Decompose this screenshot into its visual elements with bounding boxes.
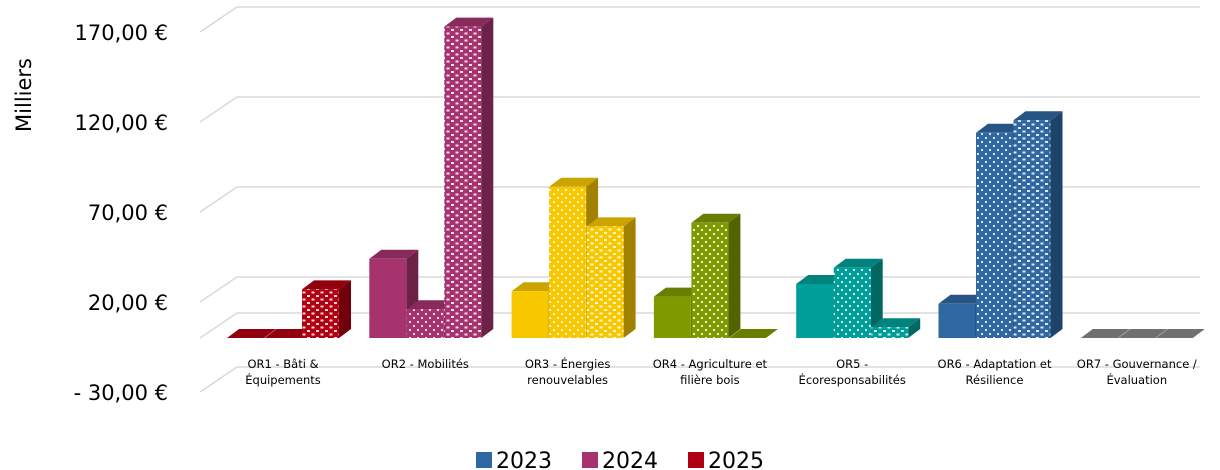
legend-item: 2025 bbox=[688, 449, 764, 470]
bar bbox=[1080, 329, 1130, 338]
legend-label: 2023 bbox=[496, 449, 552, 470]
category-label: OR5 -Écoresponsabilités bbox=[799, 357, 906, 387]
legend-label: 2025 bbox=[708, 449, 764, 470]
legend-item: 2024 bbox=[582, 449, 658, 470]
gridline bbox=[199, 186, 1200, 213]
category-label: OR3 - Énergies renouvelables bbox=[525, 356, 611, 387]
bar bbox=[302, 280, 351, 338]
bar bbox=[1155, 329, 1205, 338]
bar bbox=[444, 17, 494, 338]
bar bbox=[586, 217, 636, 338]
category-label: OR6 - Adaptation et Résilience bbox=[938, 357, 1052, 387]
legend-swatch bbox=[476, 452, 492, 468]
legend: 2023 2024 2025 bbox=[476, 449, 764, 470]
bar bbox=[1118, 329, 1168, 338]
gridlines bbox=[199, 6, 1200, 393]
legend-label: 2024 bbox=[602, 449, 658, 470]
bars bbox=[227, 17, 1205, 338]
y-axis-label: Milliers bbox=[12, 58, 36, 132]
legend-swatch bbox=[582, 452, 598, 468]
y-axis-ticks: - 30,00 € 20,00 € 70,00 € 120,00 € 170,00 € bbox=[74, 21, 168, 405]
y-tick-label: 170,00 € bbox=[74, 21, 168, 45]
bar bbox=[1013, 111, 1063, 338]
category-labels: OR1 - Bâti & Équipements OR2 - Mobilités OR… bbox=[245, 356, 1197, 387]
y-tick-label: - 30,00 € bbox=[74, 381, 168, 405]
bar bbox=[227, 329, 276, 338]
gridline bbox=[199, 6, 1200, 33]
bar bbox=[264, 329, 314, 338]
gridline bbox=[199, 96, 1200, 123]
category-label: OR4 - Agriculture et filière bois bbox=[653, 357, 768, 387]
category-label: OR2 - Mobilités bbox=[382, 357, 469, 371]
category-label: OR1 - Bâti & Équipements bbox=[245, 357, 321, 387]
bar bbox=[728, 329, 778, 338]
gridline bbox=[199, 366, 1200, 393]
y-tick-label: 70,00 € bbox=[88, 201, 168, 225]
category-label: OR7 - Gouvernance / Évaluation bbox=[1077, 357, 1197, 387]
legend-item: 2023 bbox=[476, 449, 552, 470]
legend-swatch bbox=[688, 452, 704, 468]
y-tick-label: 20,00 € bbox=[88, 291, 168, 315]
bar bbox=[833, 258, 883, 338]
y-tick-label: 120,00 € bbox=[74, 111, 168, 135]
bar bbox=[871, 318, 921, 338]
bar bbox=[691, 213, 741, 338]
